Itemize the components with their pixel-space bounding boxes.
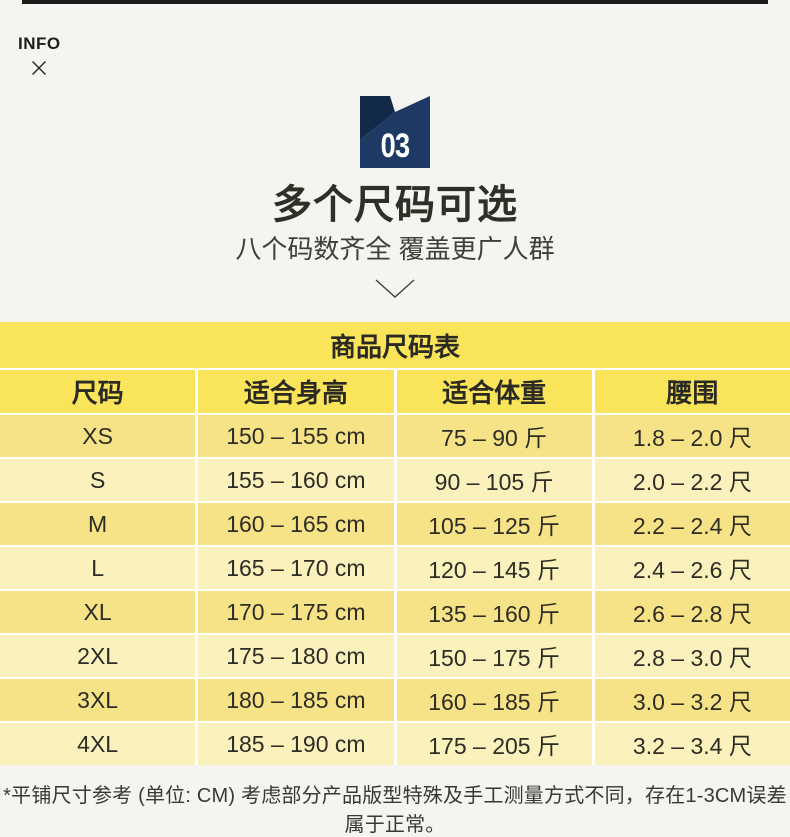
close-icon[interactable] (30, 59, 48, 77)
waist-cell: 2.4 – 2.6 尺 (594, 547, 790, 589)
waist-cell: 3.2 – 3.4 尺 (594, 723, 790, 765)
weight-cell: 175 – 205 斤 (396, 723, 592, 765)
info-label: INFO (18, 34, 61, 53)
ribbon-badge-icon (360, 96, 430, 168)
size-cell: XL (0, 591, 196, 633)
weight-cell: 160 – 185 斤 (396, 679, 592, 721)
weight-cell: 75 – 90 斤 (396, 415, 592, 457)
weight-cell: 150 – 175 斤 (396, 635, 592, 677)
height-cell: 175 – 180 cm (198, 635, 394, 677)
weight-cell: 90 – 105 斤 (396, 459, 592, 501)
weight-cell: 105 – 125 斤 (396, 503, 592, 545)
size-cell: 4XL (0, 723, 196, 765)
size-cell: XS (0, 415, 196, 457)
step-number: 03 (380, 127, 410, 165)
size-cell: L (0, 547, 196, 589)
column-header-size: 尺码 (0, 370, 196, 413)
weight-cell: 120 – 145 斤 (396, 547, 592, 589)
size-cell: 2XL (0, 635, 196, 677)
section-title: 多个尺码可选 (272, 183, 518, 227)
size-table: 商品尺码表 尺码 适合身高 适合体重 腰围 XS 150 – 155 cm 75… (0, 322, 790, 765)
waist-cell: 2.0 – 2.2 尺 (594, 459, 790, 501)
info-header: INFO (18, 34, 61, 77)
height-cell: 155 – 160 cm (198, 459, 394, 501)
waist-cell: 1.8 – 2.0 尺 (594, 415, 790, 457)
waist-cell: 2.2 – 2.4 尺 (594, 503, 790, 545)
column-header-waist: 腰围 (594, 370, 790, 413)
height-cell: 165 – 170 cm (198, 547, 394, 589)
size-cell: M (0, 503, 196, 545)
height-cell: 150 – 155 cm (198, 415, 394, 457)
weight-cell: 135 – 160 斤 (396, 591, 592, 633)
height-cell: 160 – 165 cm (198, 503, 394, 545)
top-divider-bar (22, 0, 768, 4)
waist-cell: 2.8 – 3.0 尺 (594, 635, 790, 677)
waist-cell: 2.6 – 2.8 尺 (594, 591, 790, 633)
height-cell: 170 – 175 cm (198, 591, 394, 633)
waist-cell: 3.0 – 3.2 尺 (594, 679, 790, 721)
step-badge: 03 (360, 96, 430, 168)
chevron-down-icon (375, 279, 415, 299)
column-header-weight: 适合体重 (396, 370, 592, 413)
measurement-disclaimer: *平铺尺寸参考 (单位: CM) 考虑部分产品版型特殊及手工测量方式不同，存在1… (3, 785, 787, 836)
size-cell: 3XL (0, 679, 196, 721)
height-cell: 185 – 190 cm (198, 723, 394, 765)
section-subtitle: 八个码数齐全 覆盖更广人群 (235, 234, 555, 264)
column-header-height: 适合身高 (198, 370, 394, 413)
table-title: 商品尺码表 (0, 322, 790, 368)
height-cell: 180 – 185 cm (198, 679, 394, 721)
size-cell: S (0, 459, 196, 501)
